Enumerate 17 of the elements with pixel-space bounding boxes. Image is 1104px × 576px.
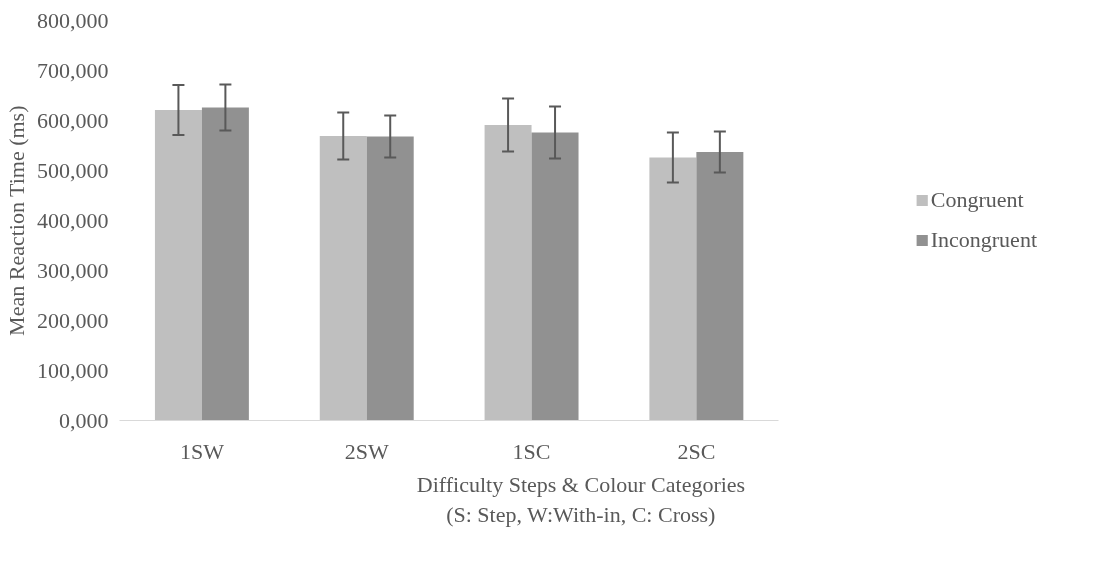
x-tick-label: 2SC	[677, 438, 716, 464]
y-tick-label: 500,000	[37, 157, 109, 183]
y-axis-title: Mean Reaction Time (ms)	[4, 105, 29, 336]
x-tick-label: 1SW	[179, 438, 225, 464]
y-tick-label: 300,000	[37, 257, 109, 283]
y-tick-label: 700,000	[37, 57, 109, 83]
legend-label: Incongruent	[930, 227, 1037, 253]
y-tick-label: 400,000	[37, 207, 109, 233]
y-tick-label: 600,000	[37, 107, 109, 133]
x-tick-label: 2SW	[344, 438, 389, 464]
y-tick-label: 100,000	[37, 357, 109, 383]
x-axis-title: Difficulty Steps & Colour Categories (S: Step, W:With-in, C: Cross)	[416, 471, 746, 527]
y-tick-label: 200,000	[37, 307, 109, 333]
legend-label: Congruent	[930, 187, 1024, 213]
y-tick-label: 0,000	[59, 407, 109, 433]
x-tick-label: 1SC	[512, 438, 551, 464]
y-tick-label: 800,000	[37, 7, 109, 33]
